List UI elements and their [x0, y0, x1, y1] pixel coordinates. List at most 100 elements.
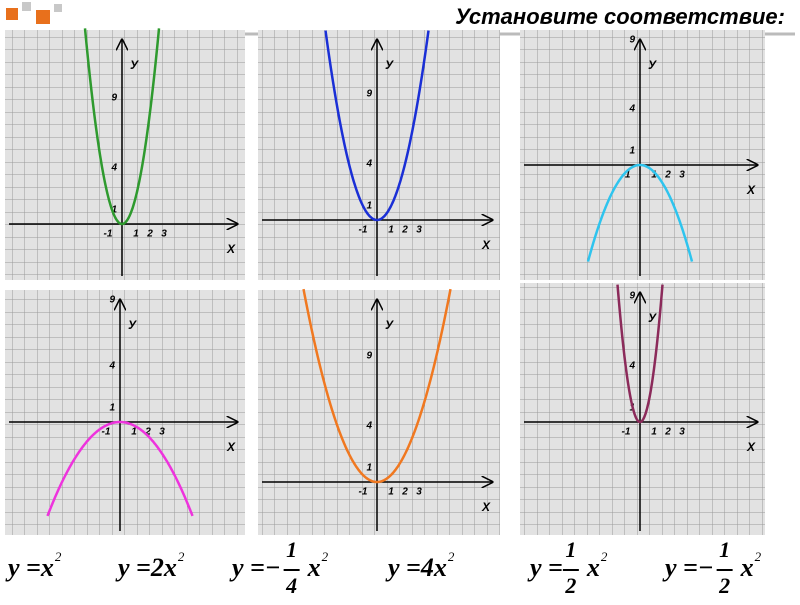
x-tick-label: 3 — [416, 225, 422, 236]
parabola — [46, 420, 194, 517]
x-tick-label: 3 — [161, 229, 167, 240]
grid-bg — [520, 283, 765, 535]
formula-var: x — [40, 553, 54, 582]
y-tick-label: 9 — [366, 89, 372, 100]
y-tick-label: 9 — [366, 351, 372, 362]
x-tick-label: -1 — [359, 487, 368, 498]
y-tick-label: 9 — [111, 93, 117, 104]
x-tick-label: 2 — [401, 225, 408, 236]
formula-var: x — [307, 553, 321, 582]
formula-exp: 2 — [55, 549, 62, 564]
x-axis-label: X — [746, 440, 756, 454]
y-axis-label: У — [648, 58, 657, 72]
x-tick-label: -1 — [359, 225, 368, 236]
formula-lhs: y = — [115, 553, 151, 582]
formula-exp: 2 — [601, 549, 608, 564]
parabola — [324, 30, 430, 222]
parabola — [83, 28, 161, 226]
x-tick-label: 3 — [679, 427, 685, 438]
y-axis-label: У — [385, 58, 394, 72]
parabola — [586, 163, 694, 262]
deco-square — [22, 2, 31, 11]
y-tick-label: 4 — [628, 104, 635, 115]
y-tick-label: 4 — [110, 163, 117, 174]
y-tick-label: 1 — [366, 201, 372, 212]
y-tick-label: 9 — [629, 291, 635, 302]
formula-sign: − — [265, 553, 281, 582]
grid-bg — [5, 290, 245, 535]
y-tick-label: 4 — [365, 421, 372, 432]
fraction-den: 2 — [718, 573, 730, 598]
formula-exp: 2 — [448, 549, 455, 564]
formula-exp: 2 — [755, 549, 762, 564]
y-tick-label: 1 — [109, 403, 115, 414]
slide-title: Установите соответствие: — [455, 4, 785, 29]
grid-bg — [5, 30, 245, 280]
formula: y = −1 4x 2 — [229, 537, 329, 598]
formula-var: x — [433, 553, 447, 582]
y-axis-label: У — [130, 58, 139, 72]
formula-lhs: y = — [385, 553, 421, 582]
x-axis-label: X — [481, 238, 491, 252]
y-tick-label: 4 — [108, 361, 115, 372]
grid-bg — [258, 290, 500, 535]
x-tick-label: 3 — [679, 170, 685, 181]
parabola — [302, 288, 452, 484]
x-tick-label: -1 — [622, 427, 631, 438]
formula: y = 1 2x 2 — [527, 537, 608, 598]
x-tick-label: -1 — [622, 170, 631, 181]
y-axis-label: У — [128, 318, 137, 332]
formula-lhs: y = — [5, 553, 41, 582]
x-tick-label: 2 — [144, 427, 151, 438]
y-tick-label: 4 — [365, 159, 372, 170]
fraction-num: 1 — [286, 537, 297, 562]
y-tick-label: 4 — [628, 361, 635, 372]
x-tick-label: 2 — [401, 487, 408, 498]
x-tick-label: -1 — [102, 427, 111, 438]
x-axis-label: X — [226, 242, 236, 256]
y-tick-label: 1 — [629, 146, 635, 157]
formula-lhs: y = — [229, 553, 265, 582]
x-tick-label: 2 — [146, 229, 153, 240]
x-axis-label: X — [481, 500, 491, 514]
x-tick-label: 1 — [388, 225, 394, 236]
deco-square — [36, 10, 50, 24]
x-tick-label: 1 — [651, 427, 657, 438]
deco-square — [6, 8, 18, 20]
x-tick-label: 1 — [131, 427, 137, 438]
deco-square — [54, 4, 62, 12]
fraction-num: 1 — [565, 537, 576, 562]
formula-var: x — [586, 553, 600, 582]
formula-lhs: y = — [662, 553, 698, 582]
x-tick-label: 3 — [416, 487, 422, 498]
formula-coef: 2 — [150, 553, 164, 582]
formula-sign: − — [698, 553, 714, 582]
fraction-num: 1 — [719, 537, 730, 562]
fraction-den: 4 — [285, 573, 297, 598]
x-tick-label: 3 — [159, 427, 165, 438]
x-axis-label: X — [226, 440, 236, 454]
x-tick-label: 1 — [388, 487, 394, 498]
y-tick-label: 1 — [111, 205, 117, 216]
y-axis-label: У — [385, 318, 394, 332]
x-tick-label: -1 — [104, 229, 113, 240]
formula-var: x — [740, 553, 754, 582]
formula-coef: 4 — [420, 553, 434, 582]
formula-exp: 2 — [178, 549, 185, 564]
grid-bg — [520, 30, 765, 280]
x-axis-label: X — [746, 183, 756, 197]
x-tick-label: 1 — [133, 229, 139, 240]
x-tick-label: 2 — [664, 170, 671, 181]
y-tick-label: 9 — [629, 35, 635, 46]
formula-exp: 2 — [322, 549, 329, 564]
